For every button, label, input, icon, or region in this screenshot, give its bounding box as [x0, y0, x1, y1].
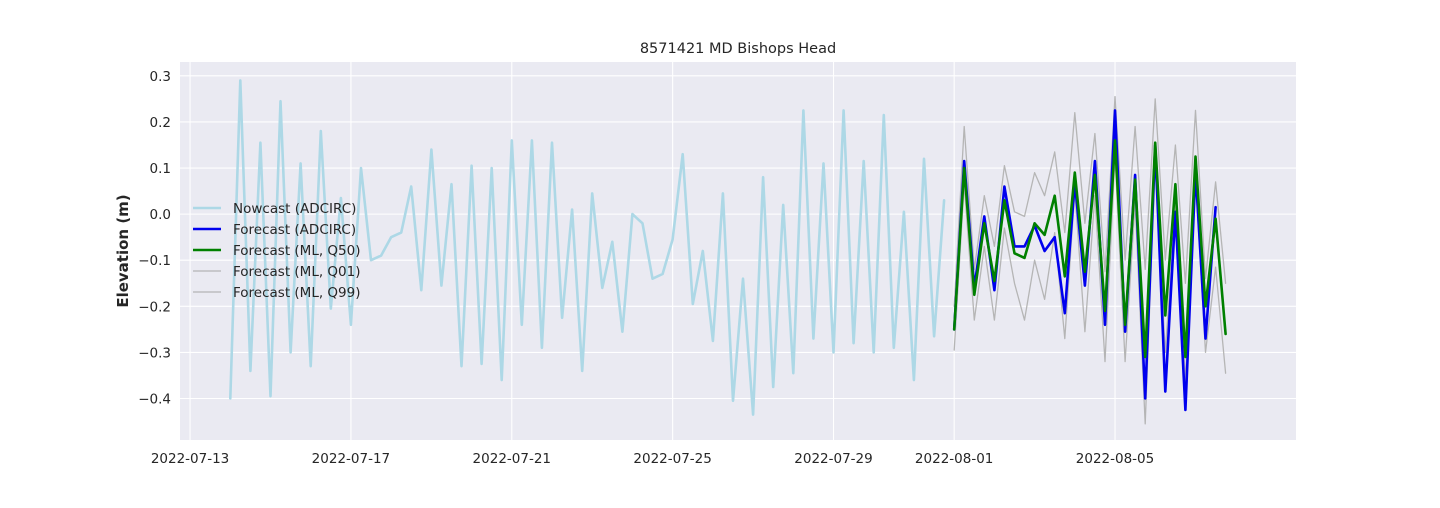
legend-label-1: Forecast (ADCIRC)	[233, 222, 356, 238]
legend-label-2: Forecast (ML, Q50)	[233, 243, 361, 259]
series-line-0	[229, 79, 946, 416]
x-tick-label: 2022-07-29	[794, 451, 872, 467]
y-tick-label: 0.0	[150, 207, 171, 223]
y-tick-label: −0.2	[138, 299, 171, 315]
x-axis: 2022-07-13 2022-07-17 2022-07-21 2022-07-25…	[151, 451, 1154, 467]
legend-label-0: Nowcast (ADCIRC)	[233, 201, 356, 217]
legend: Nowcast (ADCIRC) Forecast (ADCIRC) Forecas…	[193, 201, 361, 301]
chart-title: 8571421 MD Bishops Head	[640, 41, 836, 57]
x-tick-label: 2022-07-17	[312, 451, 390, 467]
y-tick-label: −0.4	[138, 392, 171, 408]
y-tick-label: −0.3	[138, 345, 171, 361]
series-line-2	[952, 139, 1227, 359]
x-tick-label: 2022-07-25	[633, 451, 711, 467]
series-line-4	[953, 95, 1227, 307]
y-tick-label: 0.2	[150, 115, 171, 131]
y-tick-label: −0.1	[138, 253, 171, 269]
x-tick-label: 2022-07-21	[473, 451, 551, 467]
y-tick-label: 0.3	[150, 69, 171, 85]
y-axis-label: Elevation (m)	[114, 194, 132, 307]
y-tick-label: 0.1	[150, 161, 171, 177]
legend-label-3: Forecast (ML, Q01)	[233, 264, 361, 280]
legend-label-4: Forecast (ML, Q99)	[233, 285, 361, 301]
x-tick-label: 2022-07-13	[151, 451, 229, 467]
y-axis: 0.3 0.2 0.1 0.0 −0.1 −0.2 −0.3 −0.4	[138, 69, 171, 408]
x-tick-label: 2022-08-01	[915, 451, 993, 467]
x-tick-label: 2022-08-05	[1076, 451, 1154, 467]
series-lines	[229, 79, 1227, 425]
